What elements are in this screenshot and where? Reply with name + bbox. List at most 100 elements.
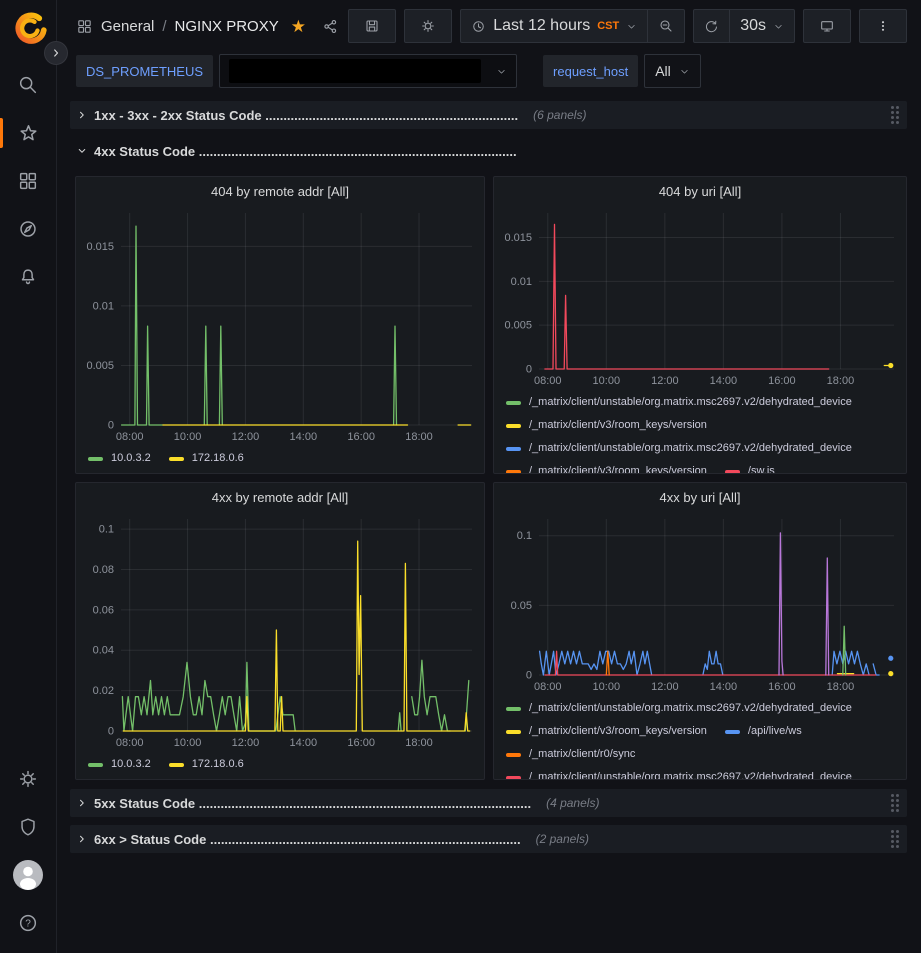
- row-drag-handle[interactable]: [889, 792, 901, 814]
- chevron-down-icon: [496, 66, 507, 77]
- variable-dropdown-request-host[interactable]: All: [644, 54, 701, 88]
- breadcrumb-folder[interactable]: General: [101, 18, 154, 35]
- chevron-right-icon: [76, 797, 88, 809]
- sidebar-item-dashboards[interactable]: [0, 157, 56, 205]
- grafana-logo[interactable]: [9, 7, 47, 45]
- legend-item[interactable]: /_matrix/client/unstable/org.matrix.msc2…: [506, 766, 852, 779]
- breadcrumb: General / NGINX PROXY ★: [76, 18, 339, 35]
- svg-text:0.01: 0.01: [93, 300, 114, 312]
- legend-label: /_matrix/client/v3/room_keys/version: [529, 414, 707, 437]
- svg-text:10:00: 10:00: [593, 681, 621, 693]
- legend-item[interactable]: /_matrix/client/v3/room_keys/version: [506, 414, 707, 437]
- legend-color-dash: [506, 753, 521, 757]
- variable-dropdown-ds-prometheus[interactable]: [219, 54, 517, 88]
- timeseries-chart[interactable]: 00.0050.010.01508:0010:0012:0014:0016:00…: [494, 207, 906, 391]
- refresh-interval-button[interactable]: 30s: [730, 10, 794, 42]
- sidebar-item-explore[interactable]: [0, 205, 56, 253]
- svg-text:14:00: 14:00: [290, 431, 318, 443]
- time-range-button[interactable]: Last 12 hours CST: [461, 10, 647, 42]
- save-dashboard-button[interactable]: [348, 9, 396, 43]
- svg-text:16:00: 16:00: [347, 431, 375, 443]
- dashboard-canvas: 1xx - 3xx - 2xx Status Code ............…: [56, 96, 921, 853]
- legend-item[interactable]: /_matrix/client/unstable/org.matrix.msc2…: [506, 437, 852, 460]
- chart-legend: 10.0.3.2 172.18.0.6: [76, 447, 484, 472]
- svg-text:?: ?: [25, 919, 31, 930]
- row-panel-count: (2 panels): [536, 832, 589, 846]
- legend-item[interactable]: 10.0.3.2: [88, 753, 151, 776]
- legend-color-dash: [88, 763, 103, 767]
- legend-item[interactable]: /sw.js: [725, 460, 775, 473]
- sidebar-item-starred[interactable]: [0, 109, 56, 157]
- svg-text:08:00: 08:00: [116, 431, 144, 443]
- row-drag-handle[interactable]: [889, 104, 901, 126]
- svg-text:0.005: 0.005: [86, 360, 114, 372]
- sidebar-item-server-admin[interactable]: [0, 803, 56, 851]
- svg-text:08:00: 08:00: [534, 681, 562, 693]
- variable-label-request-host: request_host: [543, 55, 638, 87]
- svg-text:12:00: 12:00: [232, 431, 260, 443]
- svg-text:0.015: 0.015: [86, 241, 114, 253]
- legend-item[interactable]: 172.18.0.6: [169, 753, 244, 776]
- row-title: 4xx Status Code ........................…: [94, 144, 517, 159]
- panel-title[interactable]: 404 by uri [All]: [494, 177, 906, 207]
- legend-item[interactable]: 172.18.0.6: [169, 447, 244, 470]
- legend-item[interactable]: /_matrix/client/unstable/org.matrix.msc2…: [506, 697, 852, 720]
- dashboard-title[interactable]: NGINX PROXY: [175, 18, 279, 35]
- legend-label: /api/live/ws: [748, 720, 802, 743]
- dashboard-settings-button[interactable]: [404, 9, 452, 43]
- svg-text:10:00: 10:00: [174, 431, 202, 443]
- legend-color-dash: [506, 470, 521, 474]
- more-options-button[interactable]: [859, 9, 907, 43]
- svg-text:0: 0: [526, 670, 532, 682]
- chevron-right-icon: [50, 47, 62, 59]
- search-icon: [17, 74, 39, 96]
- sidebar-item-search[interactable]: [0, 61, 56, 109]
- sidebar-item-profile[interactable]: [0, 851, 56, 899]
- legend-label: 10.0.3.2: [111, 447, 151, 470]
- sidebar-item-help[interactable]: ?: [0, 899, 56, 947]
- legend-item[interactable]: /_matrix/client/r0/sync: [506, 743, 635, 766]
- sidebar-expand-button[interactable]: [44, 41, 68, 65]
- panel-4xx-by-uri: 4xx by uri [All] 00.050.108:0010:0012:00…: [493, 482, 907, 780]
- row-1xx-3xx-2xx[interactable]: 1xx - 3xx - 2xx Status Code ............…: [70, 101, 907, 129]
- svg-text:0.01: 0.01: [511, 276, 532, 288]
- timeseries-chart[interactable]: 00.0050.010.01508:0010:0012:0014:0016:00…: [76, 207, 484, 447]
- chevron-down-icon: [773, 21, 784, 32]
- legend-item[interactable]: /api/live/ws: [725, 720, 802, 743]
- variable-value: All: [655, 63, 671, 79]
- row-5xx[interactable]: 5xx Status Code ........................…: [70, 789, 907, 817]
- variable-label-ds-prometheus: DS_PROMETHEUS: [76, 55, 213, 87]
- legend-label: /_matrix/client/unstable/org.matrix.msc2…: [529, 697, 852, 720]
- monitor-icon: [819, 18, 835, 34]
- variable-value-redacted: [229, 59, 481, 83]
- legend-item[interactable]: /_matrix/client/v3/room_keys/version: [506, 460, 707, 473]
- svg-text:14:00: 14:00: [290, 737, 318, 749]
- panel-title[interactable]: 404 by remote addr [All]: [76, 177, 484, 207]
- timeseries-chart[interactable]: 00.050.108:0010:0012:0014:0016:0018:00: [494, 513, 906, 697]
- panel-title[interactable]: 4xx by remote addr [All]: [76, 483, 484, 513]
- legend-label: /_matrix/client/v3/room_keys/version: [529, 720, 707, 743]
- row-drag-handle[interactable]: [889, 828, 901, 850]
- refresh-button[interactable]: [694, 10, 729, 42]
- kiosk-mode-button[interactable]: [803, 9, 851, 43]
- gear-icon: [17, 768, 39, 790]
- legend-item[interactable]: /_matrix/client/unstable/org.matrix.msc2…: [506, 391, 852, 414]
- row-6xx[interactable]: 6xx > Status Code ......................…: [70, 825, 907, 853]
- legend-item[interactable]: /_matrix/client/v3/room_keys/version: [506, 720, 707, 743]
- legend-item[interactable]: 10.0.3.2: [88, 447, 151, 470]
- legend-color-dash: [506, 730, 521, 734]
- zoom-out-time-button[interactable]: [648, 10, 684, 42]
- star-icon: [17, 122, 40, 145]
- toolbar: Last 12 hours CST: [348, 9, 907, 43]
- sidebar-item-configuration[interactable]: [0, 755, 56, 803]
- sidebar-item-alerting[interactable]: [0, 253, 56, 301]
- share-icon[interactable]: [322, 18, 339, 35]
- svg-text:0.02: 0.02: [93, 685, 114, 697]
- chevron-right-icon: [76, 833, 88, 845]
- timeseries-chart[interactable]: 00.020.040.060.080.108:0010:0012:0014:00…: [76, 513, 484, 753]
- panel-title[interactable]: 4xx by uri [All]: [494, 483, 906, 513]
- dashboards-grid-icon: [17, 170, 39, 192]
- row-4xx[interactable]: 4xx Status Code ........................…: [70, 137, 907, 165]
- favorite-star-icon[interactable]: ★: [291, 18, 306, 35]
- timezone-label: CST: [597, 20, 619, 32]
